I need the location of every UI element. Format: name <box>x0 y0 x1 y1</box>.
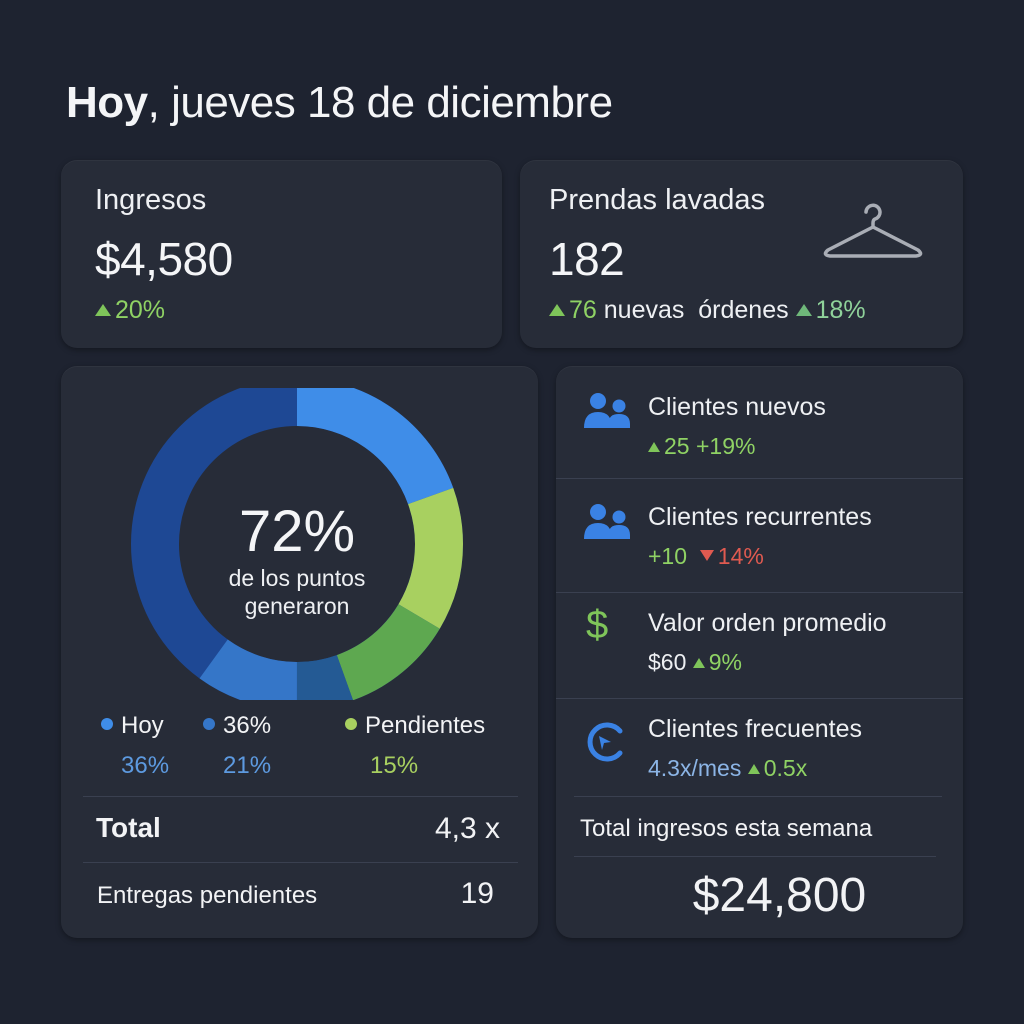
prendas-label: Prendas lavadas <box>549 184 766 216</box>
users-icon <box>584 393 630 428</box>
orders-change: 18% <box>815 296 866 324</box>
ingresos-card[interactable]: Ingresos $4,580 20% <box>61 160 502 348</box>
title-date: , jueves 18 de diciembre <box>147 78 613 127</box>
trend-up-icon <box>795 304 812 316</box>
new-orders-count: 76 <box>569 296 597 324</box>
trend-up-icon <box>549 304 565 316</box>
page-title: Hoy, jueves 18 de diciembre <box>66 78 613 128</box>
trend-up-icon <box>747 764 760 774</box>
divider <box>83 796 518 797</box>
prendas-card[interactable]: Prendas lavadas 182 76 nuevas órdenes 18… <box>520 160 963 348</box>
divider <box>83 862 518 863</box>
metric-clientes-frecuentes[interactable]: Clientes frecuentes 4.3x/mes 0.5x <box>556 699 963 796</box>
metric-clientes-recurrentes[interactable]: Clientes recurrentes +10 14% <box>556 479 963 591</box>
prendas-value: 182 <box>549 233 625 285</box>
users-icon <box>584 504 630 539</box>
repeat-clock-icon <box>587 722 623 762</box>
metrics-card: Clientes nuevos 25 +19% Clientes recurre… <box>556 366 963 938</box>
pending-deliveries-label: Entregas pendientes <box>97 882 318 909</box>
weekly-revenue-value: $24,800 <box>692 869 867 922</box>
trend-down-icon <box>699 550 714 561</box>
weekly-revenue-label: Total ingresos esta semana <box>580 815 873 842</box>
metric-values: 4.3x/mes 0.5x <box>648 755 808 781</box>
total-label: Total <box>96 812 161 843</box>
donut-center: 72% de los puntos generaron <box>127 388 467 700</box>
metric-title: Clientes nuevos <box>648 393 826 421</box>
donut-chart[interactable]: 72% de los puntos generaron <box>127 378 467 710</box>
divider <box>556 478 963 479</box>
divider <box>574 856 936 857</box>
legend-dot-icon <box>101 718 113 730</box>
metric-title: Clientes recurrentes <box>648 503 872 531</box>
divider <box>556 698 963 699</box>
metric-values: +10 14% <box>648 543 764 569</box>
pending-deliveries-value: 19 <box>460 877 494 910</box>
ingresos-label: Ingresos <box>95 184 207 216</box>
donut-card: 72% de los puntos generaron Hoy 36% 36% … <box>61 366 538 938</box>
segment-light-blue <box>131 378 463 710</box>
metric-title: Valor orden promedio <box>648 609 887 637</box>
legend-item-pendientes[interactable]: Pendientes 15% <box>345 712 485 779</box>
metric-clientes-nuevos[interactable]: Clientes nuevos 25 +19% <box>556 366 963 478</box>
total-value: 4,3 x <box>434 812 500 845</box>
divider <box>574 796 942 797</box>
trend-up-icon <box>95 304 111 316</box>
hanger-icon <box>823 203 923 258</box>
metric-valor-orden-promedio[interactable]: $ Valor orden promedio $60 9% <box>556 593 963 698</box>
ingresos-value: $4,580 <box>95 233 233 285</box>
trend-up-icon <box>648 442 660 452</box>
ingresos-change: 20% <box>95 296 165 325</box>
dollar-icon: $ <box>586 603 609 647</box>
metric-title: Clientes frecuentes <box>648 715 863 743</box>
prendas-orders: 76 nuevas órdenes 18% <box>549 296 866 325</box>
metric-values: 25 +19% <box>648 433 755 460</box>
donut-caption: de los puntos generaron <box>228 565 366 619</box>
legend-item-36[interactable]: 36% 21% <box>203 712 271 779</box>
donut-svg <box>131 378 463 710</box>
title-today: Hoy <box>66 78 148 127</box>
legend-dot-icon <box>345 718 357 730</box>
donut-center-value: 72% <box>238 499 356 564</box>
new-orders-label: nuevas órdenes <box>603 296 789 324</box>
metric-values: $60 9% <box>648 649 743 675</box>
segment-light-green <box>131 378 463 710</box>
legend-dot-icon <box>203 718 215 730</box>
legend-item-hoy[interactable]: Hoy 36% <box>101 712 169 779</box>
segment-teal-blue <box>131 378 463 710</box>
trend-up-icon <box>692 658 705 668</box>
divider <box>556 592 963 593</box>
